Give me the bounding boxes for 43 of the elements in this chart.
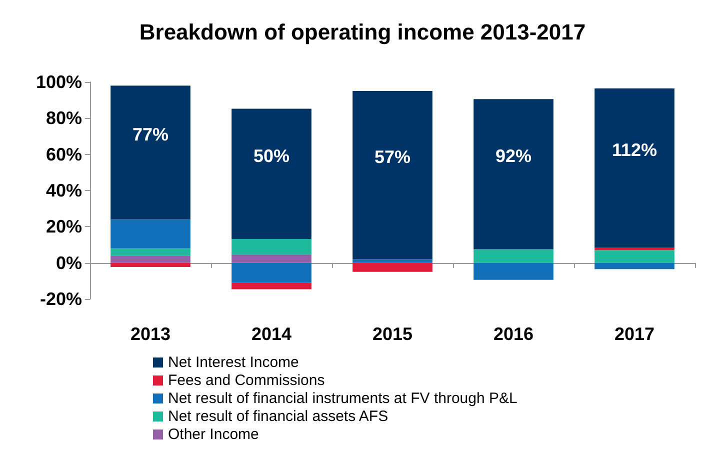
bar [594,250,674,263]
y-tick-label: 100% [36,72,82,92]
bar [474,249,554,263]
annotation: 57% [374,147,411,168]
bar [232,262,312,283]
legend-label: Fees and Commissions [168,372,325,389]
x-tick-label: 2016 [493,324,534,344]
y-tick-label: 40% [46,180,82,200]
bar [110,256,190,263]
annotation: 112% [612,140,658,160]
annotation: 77% [132,124,169,145]
legend-label: Net result of financial instruments at FV through P&L [168,390,518,407]
y-tick-label: 20% [46,216,82,237]
bar [110,219,190,248]
x-tick-label: 2013 [130,324,171,344]
x-tick-label: 2015 [372,324,413,344]
bar [352,259,432,263]
bar [110,262,190,267]
y-tick-label: 60% [46,144,82,164]
legend-label: Net result of financial assets AFS [168,408,388,425]
bar [352,262,432,272]
annotation: 50% [253,146,290,166]
bar [594,262,674,270]
bar [232,282,312,290]
y-tick-label: 0% [56,252,82,273]
bar [232,238,312,254]
bar [474,262,554,280]
y-tick-label: -20% [40,289,82,309]
chart-title: Breakdown of operating income 2013-2017 [139,20,586,44]
bar [594,247,674,250]
bar [232,108,312,239]
legend-label: Net Interest Income [168,354,299,371]
y-tick-label: 80% [46,108,82,128]
bar [474,99,554,250]
bar [110,86,190,220]
bar [594,88,674,248]
x-tick-label: 2017 [614,324,655,344]
legend-label: Other Income [168,426,259,443]
bar [232,254,312,263]
annotation: 92% [495,146,532,166]
bar [110,248,190,256]
bar [352,91,432,260]
x-tick-label: 2014 [251,324,292,344]
